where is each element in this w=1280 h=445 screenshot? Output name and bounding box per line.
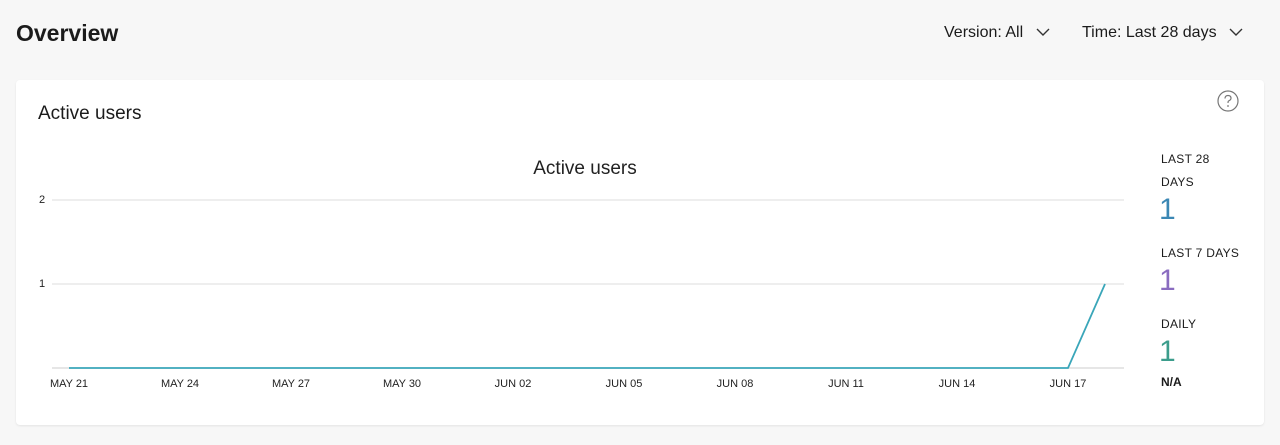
x-tick-label: JUN 05 <box>606 378 643 390</box>
chart-title: Active users <box>533 158 636 179</box>
stat-note: N/A <box>1161 375 1182 389</box>
chevron <box>1036 28 1050 36</box>
filter-label: Time: Last 28 days <box>1082 24 1217 41</box>
line <box>69 283 1106 369</box>
card-title: Active users <box>38 103 142 124</box>
x-tick-label: JUN 11 <box>828 378 864 390</box>
stat-label: DAILY <box>1161 317 1197 331</box>
chevron <box>1229 28 1243 36</box>
stat-label: LAST 7 DAYS <box>1161 246 1240 260</box>
chart: Active users 1 2 MAY 21 MAY 24 MAY 27 MAY 30 J… <box>39 158 1124 390</box>
x-tick-label: MAY 24 <box>161 378 199 390</box>
y-tick-label: 1 <box>39 278 45 290</box>
page-title: Overview <box>16 20 119 46</box>
x-tick-label: MAY 21 <box>50 378 88 390</box>
help-icon[interactable] <box>1217 90 1239 112</box>
stat-value: 1 <box>1159 264 1176 297</box>
stat-value: 1 <box>1159 193 1176 226</box>
x-tick-label: MAY 30 <box>383 378 421 390</box>
x-tick-label: JUN 17 <box>1050 378 1087 390</box>
time-filter[interactable]: Time: Last 28 days <box>1082 24 1243 42</box>
stat-label: LAST 28 DAYS <box>1161 152 1210 189</box>
stat-value: 1 <box>1159 335 1176 368</box>
y-tick-label: 2 <box>39 194 45 206</box>
version-filter[interactable]: Version: All <box>944 24 1050 42</box>
x-tick-label: JUN 02 <box>495 378 532 390</box>
x-tick-label: MAY 27 <box>272 378 310 390</box>
x-tick-label: JUN 08 <box>717 378 754 390</box>
filter-label: Version: All <box>944 24 1024 41</box>
x-tick-label: JUN 14 <box>939 378 976 390</box>
